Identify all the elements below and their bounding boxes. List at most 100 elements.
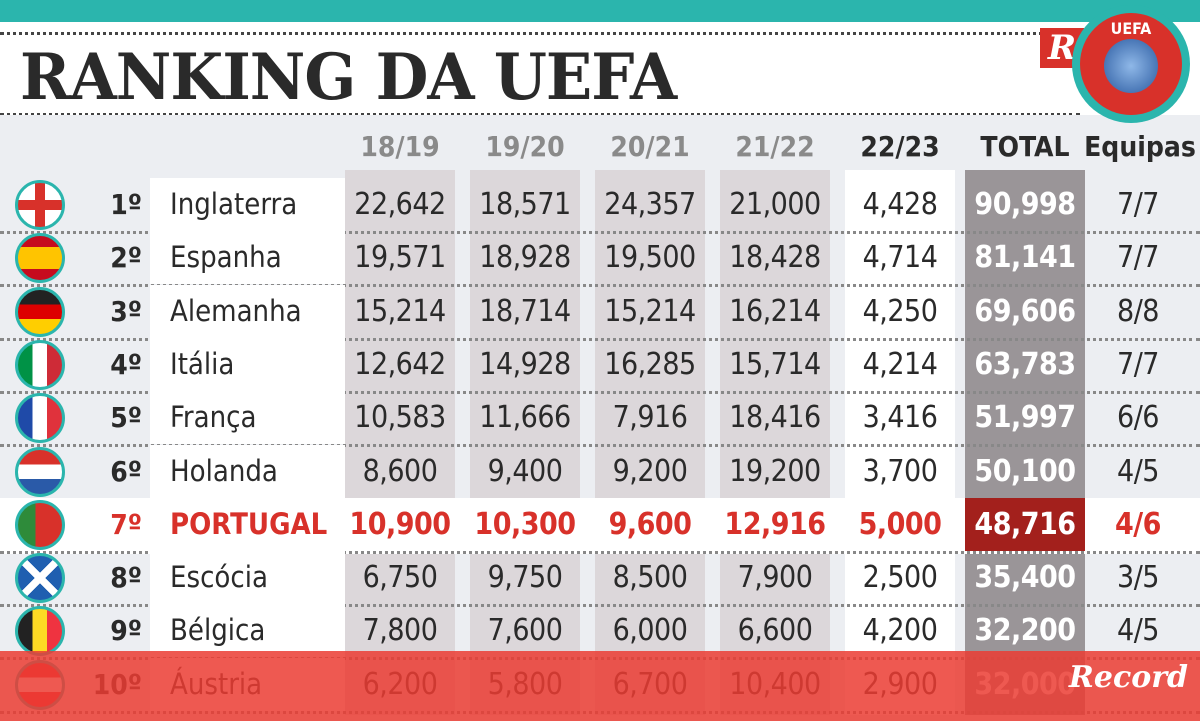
season-points: 7,600 [487, 613, 563, 649]
table-row: 4º Itália 12,642 14,928 16,285 15,714 4,214 63,… [0, 337, 1200, 394]
season-points: 3,416 [862, 400, 938, 436]
season-points: 19,571 [354, 240, 446, 276]
england-flag-icon [15, 180, 65, 230]
column-header: 22/23 [860, 130, 940, 163]
season-points: 8,500 [612, 560, 688, 596]
name-cell-bg [150, 444, 345, 498]
netherlands-flag-icon [15, 446, 65, 497]
total-points: 48,716 [965, 497, 1085, 551]
globe-icon [1104, 39, 1158, 93]
column-header: 21/22 [735, 130, 815, 163]
season-points: 12,916 [724, 506, 826, 542]
total-column-shade [965, 170, 1085, 715]
teams: 3/5 [1117, 560, 1159, 596]
rank: 1º [110, 188, 142, 221]
season-points: 22,642 [354, 187, 446, 222]
column-shade [720, 170, 830, 715]
season-points: 10,583 [354, 400, 446, 436]
season-points: 6,750 [362, 560, 438, 596]
name-cell-bg [150, 391, 345, 445]
country-name: Bélgica [170, 613, 266, 648]
season-points: 3,700 [862, 453, 938, 489]
france-flag-icon [15, 393, 65, 444]
table-row: 7º PORTUGAL 10,900 10,300 9,600 12,916 5,000 48… [0, 497, 1200, 554]
season-points: 18,714 [479, 293, 571, 329]
column-shade [845, 170, 955, 715]
country-name: Itália [170, 346, 235, 381]
teams: 8/8 [1117, 293, 1159, 329]
teams: 4/5 [1117, 613, 1159, 649]
table-row: 3º Alemanha 15,214 18,714 15,214 16,214 4,250 6… [0, 284, 1200, 341]
season-points: 15,214 [354, 293, 446, 329]
table-row: 5º França 10,583 11,666 7,916 18,416 3,416 51,9… [0, 391, 1200, 448]
top-bar [0, 0, 1200, 22]
season-points: 18,428 [729, 240, 821, 276]
season-points: 10,300 [474, 506, 576, 542]
country-name: Espanha [170, 240, 282, 275]
total-points: 63,783 [974, 346, 1076, 382]
rank: 5º [110, 401, 142, 435]
season-points: 9,400 [487, 453, 563, 489]
season-points: 18,928 [479, 240, 571, 276]
column-shade [470, 170, 580, 715]
name-cell-bg [150, 604, 345, 658]
column-header: 20/21 [610, 130, 690, 163]
page-title: RANKING DA UEFA [20, 40, 677, 115]
total-points: 69,606 [974, 293, 1076, 329]
country-name: PORTUGAL [170, 506, 328, 541]
season-points: 19,500 [604, 240, 696, 276]
season-points: 4,250 [862, 293, 938, 329]
season-points: 6,000 [612, 613, 688, 649]
rank: 2º [110, 241, 142, 275]
season-points: 4,714 [862, 240, 938, 276]
teams: 6/6 [1117, 400, 1159, 436]
season-points: 9,750 [487, 560, 563, 596]
season-points: 19,200 [729, 453, 821, 489]
season-points: 15,714 [729, 346, 821, 382]
scotland-flag-icon [15, 553, 65, 604]
table-row: 1º Inglaterra 22,642 18,571 24,357 21,000 4,42… [0, 178, 1200, 234]
season-points: 5,000 [858, 506, 942, 542]
uefa-badge-text: UEFA [1110, 19, 1152, 38]
season-points: 7,800 [362, 613, 438, 649]
uefa-badge: UEFA [1072, 5, 1190, 123]
season-points: 7,900 [737, 560, 813, 596]
divider [0, 113, 1080, 116]
italy-flag-icon [15, 339, 65, 390]
season-points: 15,214 [604, 293, 696, 329]
rank: 3º [110, 294, 142, 328]
total-points: 81,141 [974, 240, 1076, 276]
season-points: 18,416 [729, 400, 821, 436]
season-points: 18,571 [479, 187, 571, 222]
season-points: 16,285 [604, 346, 696, 382]
season-points: 21,000 [729, 187, 821, 222]
table-row: 8º Escócia 6,750 9,750 8,500 7,900 2,500 35,400… [0, 551, 1200, 608]
country-name: Holanda [170, 453, 278, 488]
season-points: 4,428 [862, 187, 938, 222]
season-points: 2,500 [862, 560, 938, 596]
column-header: Equipas [1084, 130, 1196, 163]
table-row: 9º Bélgica 7,800 7,600 6,000 6,600 4,200 32,200… [0, 604, 1200, 661]
rank: 7º [110, 507, 142, 541]
name-cell-bg [150, 337, 345, 391]
teams: 4/6 [1115, 506, 1161, 542]
country-name: França [170, 400, 257, 435]
column-header: 18/19 [360, 130, 440, 163]
rank: 8º [110, 561, 142, 595]
belgium-flag-icon [15, 606, 65, 657]
column-header: TOTAL [980, 130, 1070, 163]
season-points: 7,916 [612, 400, 688, 436]
season-points: 9,600 [608, 506, 692, 542]
name-cell-bg [150, 284, 345, 338]
country-name: Escócia [170, 560, 268, 595]
season-points: 10,900 [349, 506, 451, 542]
name-cell-bg [150, 551, 345, 605]
name-cell-bg [150, 231, 345, 285]
total-points: 35,400 [974, 560, 1076, 596]
teams: 4/5 [1117, 453, 1159, 489]
name-cell-bg [150, 178, 345, 231]
column-shade [595, 170, 705, 715]
season-points: 4,200 [862, 613, 938, 649]
total-points: 50,100 [974, 453, 1076, 489]
teams: 7/7 [1117, 187, 1159, 222]
